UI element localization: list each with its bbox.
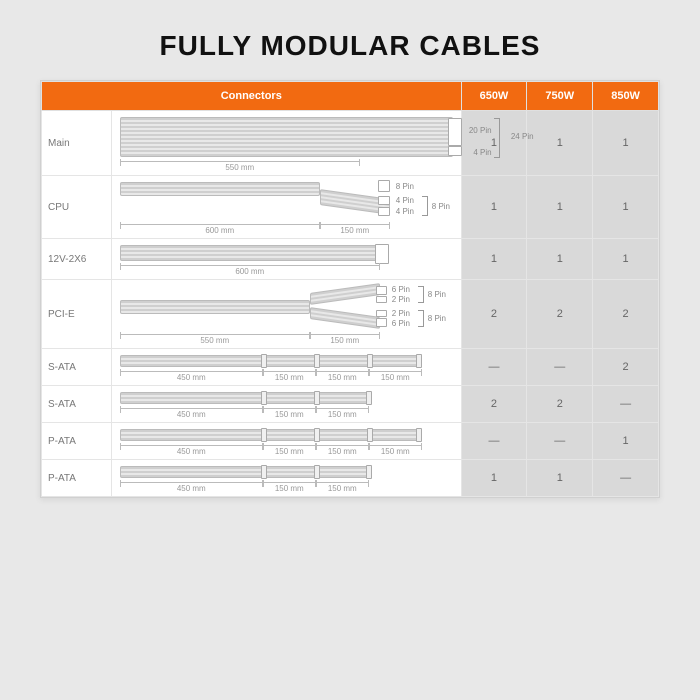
cable-diagram: 6 Pin 2 Pin 2 Pin 6 Pin 8 Pin 8 Pin 550 … — [111, 280, 461, 349]
row-name: Main — [42, 111, 112, 176]
pin-label: 8 Pin — [428, 314, 446, 323]
dimension-row: 450 mm 150 mm 150 mm — [120, 482, 453, 492]
col-650w: 650W — [461, 82, 527, 111]
cell-750: 1 — [527, 460, 593, 497]
pin-label: 6 Pin — [392, 319, 410, 328]
cable-diagram: 450 mm 150 mm 150 mm — [111, 460, 461, 497]
table-row: PCI-E 6 Pin 2 Pin 2 Pin 6 Pin 8 Pin 8 Pi… — [42, 280, 659, 349]
dimension-row: 450 mm 150 mm 150 mm — [120, 408, 453, 418]
pin-label: 8 Pin — [396, 182, 414, 191]
pin-label: 4 Pin — [396, 207, 414, 216]
cable-diagram: 8 Pin 4 Pin 4 Pin 8 Pin 600 mm 150 mm — [111, 176, 461, 239]
cell-750: 1 — [527, 239, 593, 280]
cell-850: 2 — [593, 349, 659, 386]
cell-650: — — [461, 349, 527, 386]
cell-650: 2 — [461, 280, 527, 349]
cell-650: 2 — [461, 386, 527, 423]
cable-diagram: 20 Pin 4 Pin 24 Pin 550 mm — [111, 111, 461, 176]
pin-label: 4 Pin — [473, 148, 491, 157]
cell-650: 1 — [461, 176, 527, 239]
cell-850: 1 — [593, 423, 659, 460]
table-row: CPU 8 Pin 4 Pin 4 Pin 8 Pin 600 mm 150 m… — [42, 176, 659, 239]
cell-750: 1 — [527, 111, 593, 176]
cell-750: — — [527, 423, 593, 460]
row-name: S-ATA — [42, 386, 112, 423]
dimension-row: 600 mm 150 mm — [120, 224, 453, 234]
row-name: PCI-E — [42, 280, 112, 349]
pin-label: 20 Pin — [469, 126, 492, 135]
cell-650: 1 — [461, 239, 527, 280]
cell-850: 1 — [593, 111, 659, 176]
cable-diagram: 450 mm 150 mm 150 mm 150 mm — [111, 423, 461, 460]
spec-card: Connectors 650W 750W 850W Main 20 Pin 4 … — [40, 80, 660, 498]
col-750w: 750W — [527, 82, 593, 111]
col-connectors: Connectors — [42, 82, 462, 111]
cell-750: 2 — [527, 280, 593, 349]
cell-850: — — [593, 460, 659, 497]
pin-label: 6 Pin — [392, 285, 410, 294]
dimension-row: 550 mm — [120, 161, 453, 171]
cell-850: 2 — [593, 280, 659, 349]
cell-750: — — [527, 349, 593, 386]
cable-diagram: 450 mm 150 mm 150 mm 150 mm — [111, 349, 461, 386]
table-row: S-ATA 450 mm 150 mm 150 mm 2 2 — — [42, 386, 659, 423]
table-row: P-ATA 450 mm 150 mm 150 mm 1 1 — — [42, 460, 659, 497]
cell-650: — — [461, 423, 527, 460]
table-row: 12V-2X6 600 mm 1 1 1 — [42, 239, 659, 280]
pin-label: 2 Pin — [392, 295, 410, 304]
cell-850: 1 — [593, 176, 659, 239]
dimension-row: 550 mm 150 mm — [120, 334, 453, 344]
col-850w: 850W — [593, 82, 659, 111]
table-row: P-ATA 450 mm 150 mm 150 mm 150 mm — — 1 — [42, 423, 659, 460]
cable-diagram: 450 mm 150 mm 150 mm — [111, 386, 461, 423]
table-row: S-ATA 450 mm 150 mm 150 mm 150 mm — — 2 — [42, 349, 659, 386]
dimension-row: 600 mm — [120, 265, 453, 275]
cell-850: — — [593, 386, 659, 423]
row-name: CPU — [42, 176, 112, 239]
cell-750: 2 — [527, 386, 593, 423]
cable-diagram: 600 mm — [111, 239, 461, 280]
pin-label: 8 Pin — [428, 290, 446, 299]
dimension-row: 450 mm 150 mm 150 mm 150 mm — [120, 371, 453, 381]
row-name: 12V-2X6 — [42, 239, 112, 280]
pin-label: 8 Pin — [432, 202, 450, 211]
row-name: P-ATA — [42, 423, 112, 460]
cell-650: 1 — [461, 460, 527, 497]
page-title: FULLY MODULAR CABLES — [160, 30, 541, 62]
pin-label: 24 Pin — [511, 132, 534, 141]
row-name: S-ATA — [42, 349, 112, 386]
cell-850: 1 — [593, 239, 659, 280]
dimension-row: 450 mm 150 mm 150 mm 150 mm — [120, 445, 453, 455]
header-row: Connectors 650W 750W 850W — [42, 82, 659, 111]
cell-750: 1 — [527, 176, 593, 239]
table-row: Main 20 Pin 4 Pin 24 Pin 550 mm 1 1 1 — [42, 111, 659, 176]
pin-label: 2 Pin — [392, 309, 410, 318]
row-name: P-ATA — [42, 460, 112, 497]
cable-table: Connectors 650W 750W 850W Main 20 Pin 4 … — [41, 81, 659, 497]
pin-label: 4 Pin — [396, 196, 414, 205]
